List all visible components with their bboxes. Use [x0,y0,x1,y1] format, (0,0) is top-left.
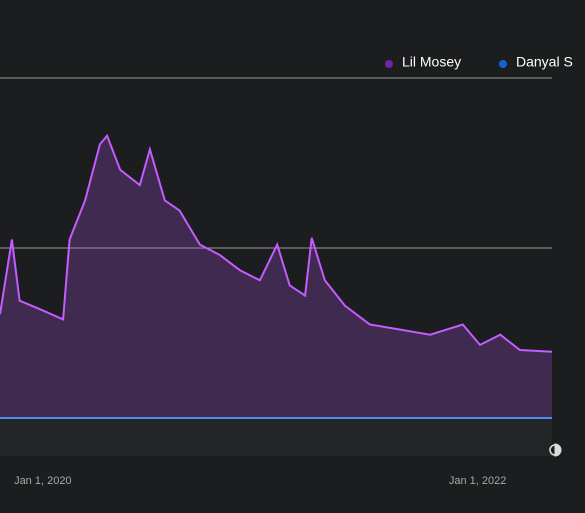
legend-dot[interactable] [499,60,507,68]
legend-label[interactable]: Lil Mosey [402,54,461,70]
scroll-strip [0,418,552,456]
x-tick-label: Jan 1, 2020 [14,475,72,487]
legend-label[interactable]: Danyal S [516,54,573,70]
area [0,135,552,419]
x-tick-label: Jan 1, 2022 [449,475,507,487]
series-line [0,133,553,353]
legend-dot[interactable] [385,60,393,68]
range-handle-ring[interactable] [549,444,561,456]
